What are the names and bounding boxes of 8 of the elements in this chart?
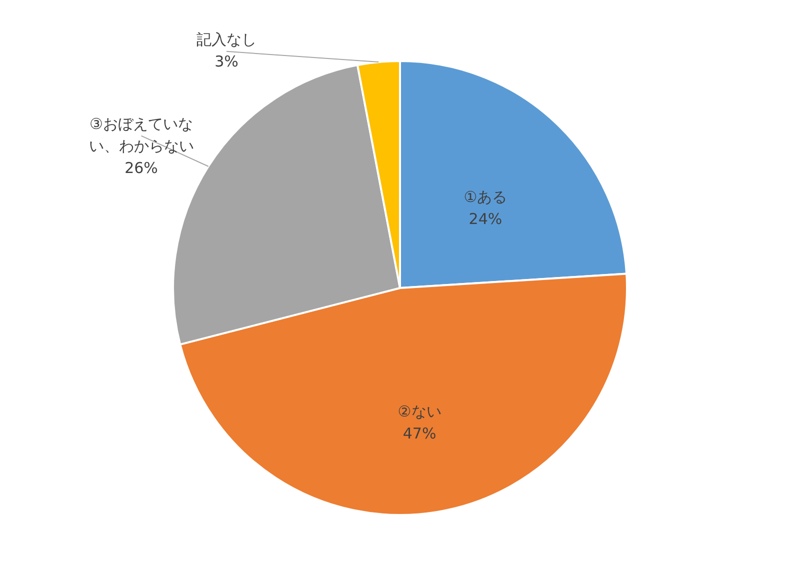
data-label: 26% [124, 158, 158, 177]
slice-label: 記入なし [196, 30, 256, 48]
data-label: 24% [468, 210, 502, 228]
slice-label: ③おぼえていない、わからない [88, 114, 194, 155]
slice-label: ②ない [398, 402, 442, 420]
data-label: 3% [214, 52, 238, 70]
data-label: 47% [402, 424, 436, 442]
slice-label: ①ある [464, 188, 508, 206]
